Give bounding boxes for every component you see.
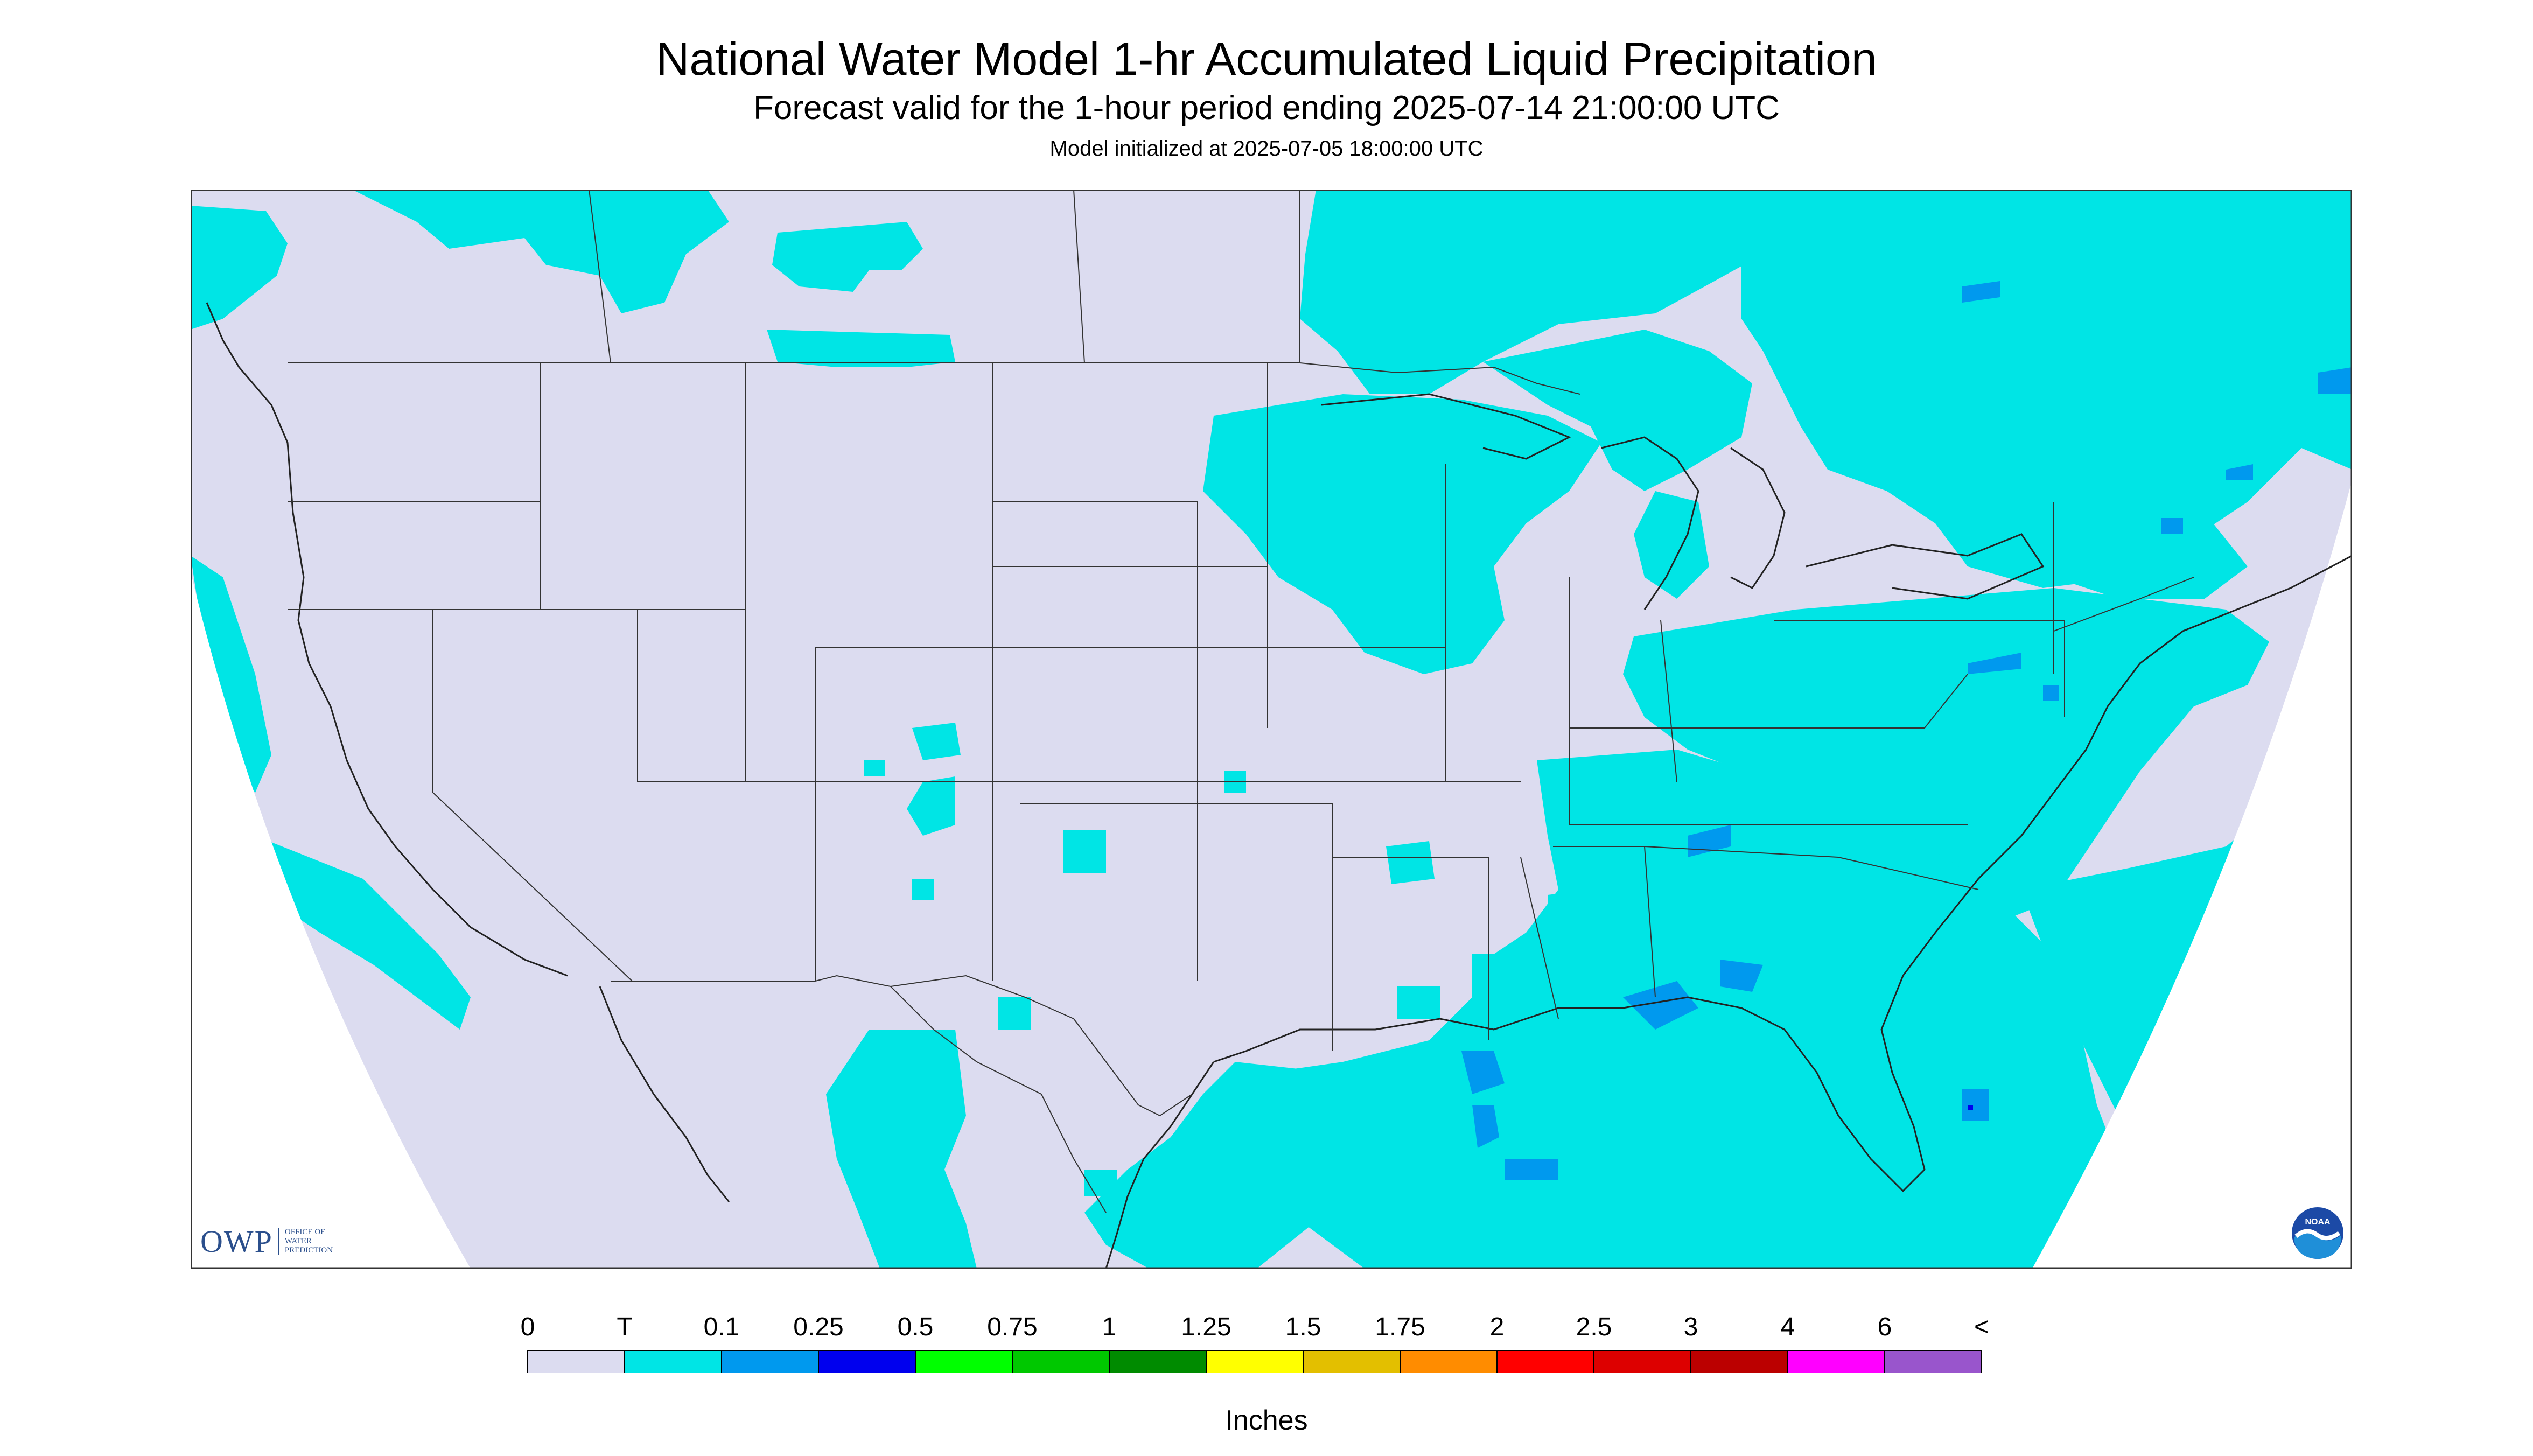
owp-logo-line-1: OFFICE OF <box>284 1227 325 1236</box>
color-legend: 0 T 0.1 0.25 0.5 0.75 1 1.25 1.5 1.75 2 2.5 3 4 6 < <box>521 1313 1989 1373</box>
legend-label-5: 0.75 <box>987 1313 1037 1341</box>
outside-domain-right <box>2032 480 2352 1269</box>
legend-label-12: 3 <box>1684 1313 1698 1341</box>
legend-label-11: 2.5 <box>1576 1313 1612 1341</box>
legend-label-8: 1.5 <box>1285 1313 1321 1341</box>
legend-label-4: 0.5 <box>898 1313 934 1341</box>
legend-swatch-11 <box>1593 1350 1691 1373</box>
noaa-logo-text: NOAA <box>2305 1217 2331 1227</box>
legend-label-15: < <box>1974 1313 1989 1341</box>
legend-label-3: 0.25 <box>793 1313 843 1341</box>
legend-swatch-8 <box>1303 1350 1401 1373</box>
legend-label-7: 1.25 <box>1181 1313 1231 1341</box>
legend-swatch-7 <box>1206 1350 1304 1373</box>
state-borders <box>288 190 2194 1051</box>
legend-swatch-9 <box>1400 1350 1498 1373</box>
legend-swatch-4 <box>915 1350 1013 1373</box>
model-init-text: Model initialized at 2025-07-05 18:00:00… <box>1049 137 1484 160</box>
mexico-border <box>611 975 1193 1213</box>
legend-label-9: 1.75 <box>1375 1313 1425 1341</box>
legend-swatch-1 <box>624 1350 722 1373</box>
legend-swatch-14 <box>1884 1350 1982 1373</box>
owp-logo: OWP OFFICE OF WATER PREDICTION <box>200 1222 360 1260</box>
legend-label-13: 4 <box>1781 1313 1795 1341</box>
owp-logo-line-2: WATER <box>284 1236 312 1245</box>
legend-swatch-0 <box>527 1350 625 1373</box>
legend-label-1: T <box>617 1313 632 1341</box>
noaa-logo-icon: NOAA <box>2292 1207 2343 1259</box>
map-border <box>191 190 2352 1269</box>
legend-swatch-5 <box>1012 1350 1110 1373</box>
legend-swatch-12 <box>1690 1350 1788 1373</box>
legend-label-10: 2 <box>1490 1313 1505 1341</box>
forecast-valid-subtitle: Forecast valid for the 1-hour period end… <box>753 89 1780 127</box>
legend-swatch-3 <box>818 1350 916 1373</box>
legend-swatch-13 <box>1787 1350 1885 1373</box>
legend-swatch-6 <box>1109 1350 1207 1373</box>
legend-label-6: 1 <box>1102 1313 1117 1341</box>
map-title: National Water Model 1-hr Accumulated Li… <box>656 33 1877 85</box>
outside-domain-left <box>191 572 471 1269</box>
legend-swatch-10 <box>1496 1350 1594 1373</box>
precipitation-map <box>191 190 2352 1269</box>
legend-swatch-2 <box>721 1350 819 1373</box>
owp-logo-text: OFFICE OF WATER PREDICTION <box>278 1227 360 1255</box>
legend-label-14: 6 <box>1878 1313 1892 1341</box>
owp-logo-mark: OWP <box>200 1223 273 1259</box>
legend-units: Inches <box>1225 1405 1308 1436</box>
coastlines <box>206 302 2352 1269</box>
owp-logo-line-3: PREDICTION <box>284 1245 333 1255</box>
legend-label-2: 0.1 <box>704 1313 740 1341</box>
legend-label-0: 0 <box>521 1313 535 1341</box>
